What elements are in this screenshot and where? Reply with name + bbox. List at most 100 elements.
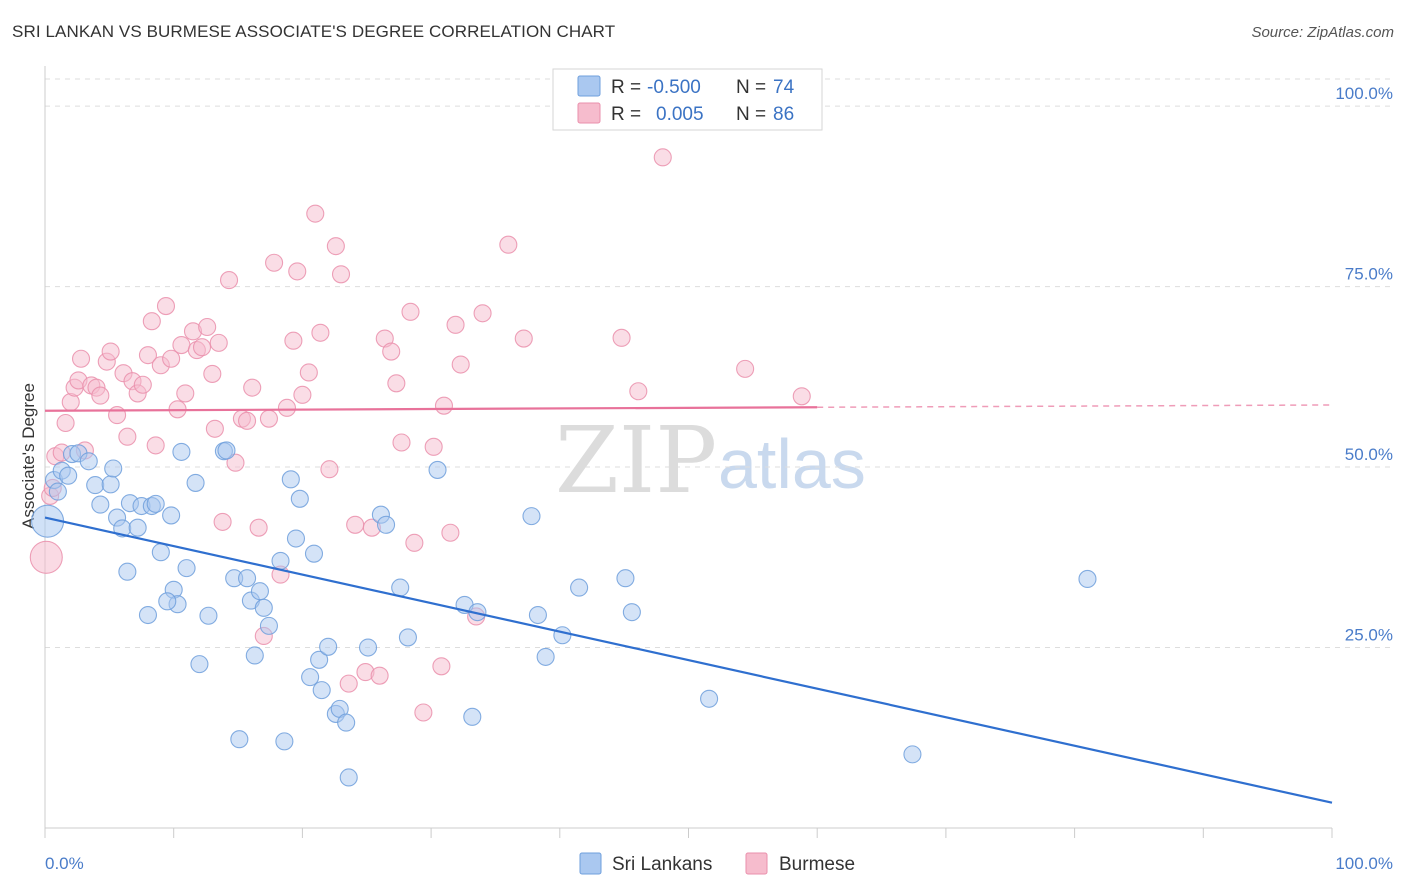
burmese-point: [205, 419, 224, 438]
sri-lankans-point: [1078, 569, 1097, 588]
legend-bottom-swatch-sri-lankans[interactable]: [579, 852, 602, 875]
sri-lankans-point: [536, 647, 555, 666]
sri-lankans-point: [553, 626, 572, 645]
y-axis-title: Associate's Degree: [19, 383, 38, 529]
sri-lankans-point: [622, 603, 641, 622]
sri-lankans-point: [86, 476, 105, 495]
sri-lankans-point: [230, 730, 249, 749]
sri-lankans-point: [186, 473, 205, 492]
sri-lankans-point: [217, 441, 236, 460]
burmese-point: [514, 329, 533, 348]
legend-bottom-label-sri-lankans[interactable]: Sri Lankans: [612, 854, 712, 875]
sri-lankans-point: [238, 569, 257, 588]
chart-title: SRI LANKAN VS BURMESE ASSOCIATE'S DEGREE…: [12, 22, 616, 41]
sri-lankans-point: [275, 732, 294, 751]
burmese-point: [265, 253, 284, 272]
burmese-point: [311, 323, 330, 342]
legend-swatch-burmese: [577, 102, 601, 124]
burmese-point: [203, 364, 222, 383]
sri-lankans-point: [616, 569, 635, 588]
burmese-point: [326, 237, 345, 256]
sri-lankans-point: [337, 713, 356, 732]
burmese-point: [108, 406, 127, 425]
burmese-point: [118, 427, 137, 446]
burmese-point: [320, 460, 339, 479]
burmese-point: [629, 382, 648, 401]
sri-lankans-point: [522, 507, 541, 526]
sri-lankans-point: [312, 681, 331, 700]
sri-lankans-point: [138, 605, 158, 625]
burmese-point: [331, 265, 351, 284]
burmese-point: [446, 315, 465, 334]
burmese-point: [219, 271, 239, 290]
burmese-point: [736, 359, 755, 378]
burmese-point: [392, 433, 411, 452]
legend-bottom-label-burmese[interactable]: Burmese: [779, 854, 855, 875]
legend-r-label-1: R =: [611, 77, 641, 98]
burmese-trend-line: [44, 406, 818, 412]
burmese-point: [401, 302, 420, 321]
burmese-point: [277, 398, 297, 417]
sri-lankans-trend-line: [44, 516, 1333, 804]
sri-lankans-point: [463, 707, 482, 726]
burmese-point: [441, 523, 460, 542]
sri-lankans-point: [91, 495, 110, 514]
sri-lankans-point: [700, 689, 719, 708]
burmese-point: [198, 317, 217, 337]
burmese-point: [339, 674, 358, 693]
legend-r-value-2: 0.005: [656, 104, 704, 125]
sri-lankans-point: [245, 646, 264, 665]
burmese-point: [293, 385, 312, 404]
burmese-point: [249, 518, 268, 537]
sri-lankans-point: [146, 494, 165, 513]
legend-n-label-2: N =: [736, 104, 766, 125]
legend-r-label-2: R =: [611, 104, 641, 125]
sri-lankans-point: [281, 470, 300, 489]
burmese-point: [306, 204, 325, 223]
sri-lankans-points: [31, 441, 1097, 787]
y-tick-labels: 25.0% 50.0% 75.0% 100.0%: [1335, 84, 1393, 644]
sri-lankans-point: [271, 551, 290, 570]
burmese-point: [451, 355, 470, 374]
sri-lankans-point: [101, 475, 120, 494]
sri-lankans-point: [172, 442, 191, 461]
legend-bottom[interactable]: Sri Lankans Burmese: [579, 852, 855, 875]
legend-r-value-1: -0.500: [647, 77, 701, 98]
sri-lankans-point: [48, 482, 67, 501]
sri-lankans-point: [428, 460, 447, 479]
burmese-point: [284, 331, 303, 350]
legend-n-label-1: N =: [736, 77, 766, 98]
burmese-point: [101, 342, 120, 361]
burmese-point: [382, 342, 401, 361]
watermark-atlas: atlas: [718, 425, 866, 503]
legend-bottom-swatch-burmese[interactable]: [745, 852, 768, 875]
y-tick-label: 75.0%: [1345, 265, 1393, 284]
burmese-point: [370, 666, 389, 685]
source-label: Source: ZipAtlas.com: [1251, 24, 1394, 41]
sri-lankans-point: [250, 582, 269, 601]
sri-lankans-point: [286, 529, 306, 548]
burmese-point: [162, 349, 181, 368]
sri-lankans-point: [377, 515, 396, 534]
burmese-point: [414, 703, 433, 722]
burmese-point: [499, 235, 518, 254]
burmese-point: [71, 349, 91, 368]
burmese-point: [142, 312, 161, 331]
burmese-point: [176, 384, 195, 403]
burmese-point: [238, 411, 257, 430]
y-tick-label: 100.0%: [1335, 84, 1393, 103]
sri-lankans-point: [301, 668, 320, 687]
burmese-point: [473, 304, 492, 323]
legend-n-value-2: 86: [773, 104, 794, 125]
sri-lankans-point: [254, 598, 273, 617]
burmese-point: [299, 363, 318, 382]
burmese-points: [29, 148, 811, 722]
axes: [44, 66, 1333, 838]
sri-lankans-point: [151, 543, 170, 562]
sri-lankans-point: [162, 506, 181, 525]
sri-lankans-point: [903, 745, 922, 764]
sri-lankans-point: [190, 655, 209, 674]
burmese-point: [612, 328, 631, 347]
burmese-point: [226, 453, 245, 472]
